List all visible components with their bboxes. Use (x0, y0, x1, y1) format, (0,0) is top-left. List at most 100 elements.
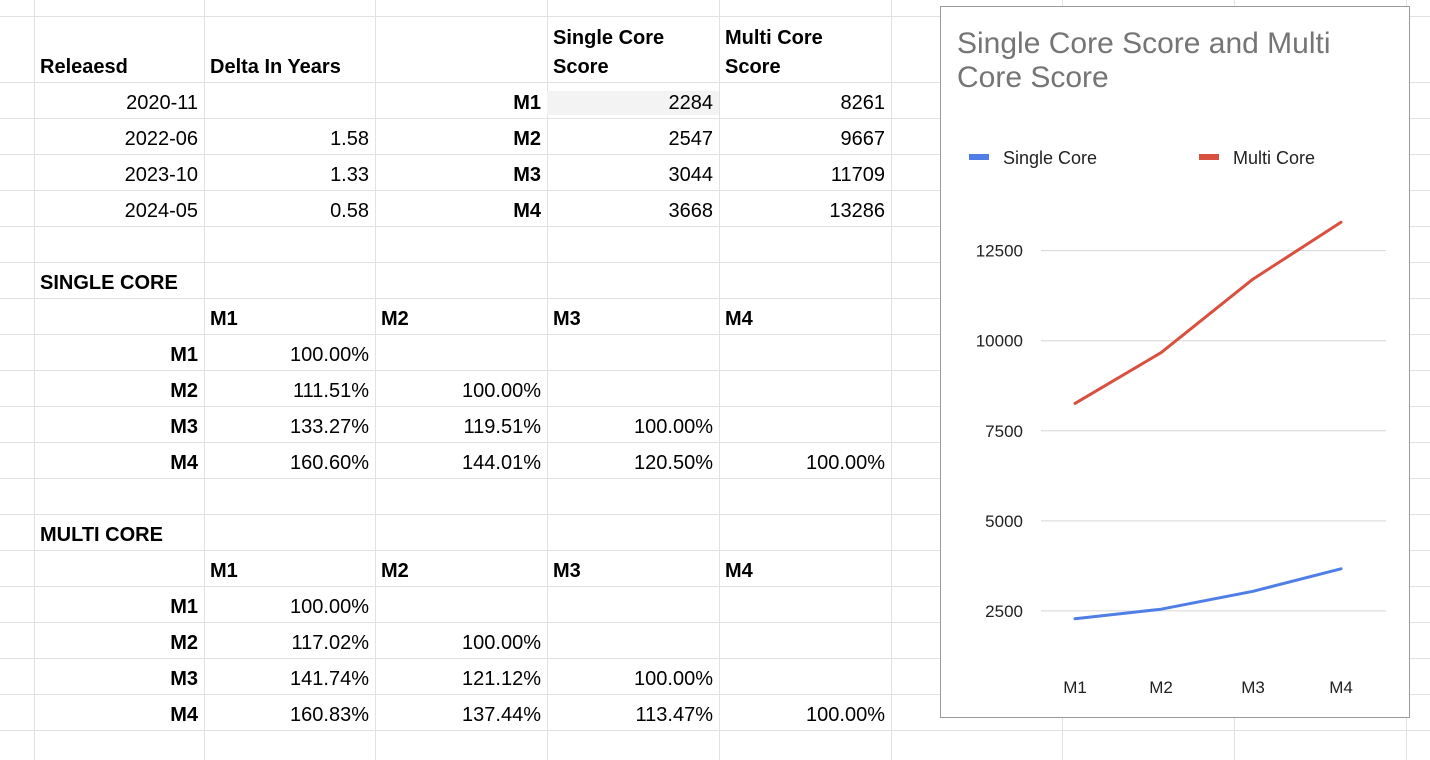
matrix-col-header[interactable]: M3 (553, 560, 581, 582)
y-tick-label: 5000 (985, 512, 1023, 531)
matrix-col-header[interactable]: M4 (725, 560, 753, 582)
header-multi-core-line1[interactable]: Multi Core (725, 27, 823, 49)
grid-row-line (0, 16, 1430, 17)
grid-row-line (0, 118, 1430, 119)
y-tick-label: 12500 (976, 242, 1023, 261)
cell-single-score[interactable]: 3044 (668, 164, 714, 186)
matrix-row-header[interactable]: M1 (170, 344, 198, 366)
grid-row-line (0, 262, 1430, 263)
matrix-col-header[interactable]: M3 (553, 308, 581, 330)
matrix-row-header[interactable]: M4 (170, 704, 198, 726)
grid-row-line (0, 622, 1430, 623)
cell-chip[interactable]: M4 (513, 200, 541, 222)
matrix-cell[interactable]: 100.00% (290, 344, 369, 366)
cell-single-score[interactable]: 2284 (547, 91, 719, 115)
grid-row-line (0, 442, 1430, 443)
header-single-core-line2[interactable]: Score (553, 56, 609, 78)
grid-row-line (0, 478, 1430, 479)
matrix-row-header[interactable]: M1 (170, 596, 198, 618)
grid-column-line (34, 0, 35, 760)
matrix-cell[interactable]: 100.00% (462, 380, 541, 402)
cell-chip[interactable]: M1 (513, 92, 541, 114)
grid-row-line (0, 406, 1430, 407)
line-chart[interactable]: Single Core Score and Multi Core Score S… (940, 6, 1410, 718)
cell-single-score[interactable]: 3668 (668, 200, 714, 222)
chart-plot: Single Core Multi Core 2500 5000 7500 10000 12… (969, 148, 1386, 697)
x-tick-label: M3 (1241, 678, 1265, 697)
matrix-cell[interactable]: 141.74% (290, 668, 369, 690)
x-tick-label: M4 (1329, 678, 1353, 697)
grid-row-line (0, 334, 1430, 335)
matrix-col-header[interactable]: M1 (210, 308, 238, 330)
grid-column-line (375, 0, 376, 760)
matrix-cell[interactable]: 100.00% (806, 452, 885, 474)
cell-delta[interactable]: 1.58 (330, 128, 369, 150)
matrix-col-header[interactable]: M2 (381, 560, 409, 582)
matrix-cell[interactable]: 121.12% (462, 668, 541, 690)
matrix-cell[interactable]: 100.00% (462, 632, 541, 654)
cell-multi-score[interactable]: 13286 (829, 200, 885, 222)
series-line-multi-core (1073, 220, 1343, 405)
matrix-cell[interactable]: 144.01% (462, 452, 541, 474)
matrix-cell[interactable]: 137.44% (462, 704, 541, 726)
cell-released[interactable]: 2022-06 (124, 128, 198, 150)
section-title[interactable]: MULTI CORE (40, 524, 163, 546)
matrix-row-header[interactable]: M2 (170, 632, 198, 654)
chart-title: Single Core Score and Multi Core Score (957, 27, 1331, 94)
matrix-cell[interactable]: 100.00% (634, 668, 713, 690)
matrix-cell[interactable]: 117.02% (291, 632, 369, 654)
grid-row-line (0, 514, 1430, 515)
matrix-cell[interactable]: 160.83% (290, 704, 369, 726)
cell-chip[interactable]: M3 (513, 164, 541, 186)
matrix-row-header[interactable]: M3 (170, 668, 198, 690)
matrix-row-header[interactable]: M4 (170, 452, 198, 474)
grid-row-line (0, 190, 1430, 191)
header-delta-years[interactable]: Delta In Years (210, 56, 341, 78)
matrix-row-header[interactable]: M3 (170, 416, 198, 438)
grid-row-line (0, 550, 1430, 551)
header-single-core-line1[interactable]: Single Core (553, 27, 665, 49)
grid-row-line (0, 730, 1430, 731)
matrix-cell[interactable]: 100.00% (290, 596, 369, 618)
matrix-cell[interactable]: 120.50% (634, 452, 713, 474)
section-title[interactable]: SINGLE CORE (40, 272, 178, 294)
grid-column-line (891, 0, 892, 760)
matrix-cell[interactable]: 133.27% (290, 416, 369, 438)
legend-swatch (1199, 154, 1219, 160)
grid-column-line (204, 0, 205, 760)
x-tick-label: M2 (1149, 678, 1173, 697)
cell-multi-score[interactable]: 8261 (840, 92, 886, 114)
cell-multi-score[interactable]: 11709 (830, 164, 885, 186)
matrix-col-header[interactable]: M2 (381, 308, 409, 330)
grid-row-line (0, 298, 1430, 299)
grid-column-line (719, 0, 720, 760)
matrix-col-header[interactable]: M4 (725, 308, 753, 330)
grid-row-line (0, 586, 1430, 587)
matrix-col-header[interactable]: M1 (210, 560, 238, 582)
cell-released[interactable]: 2023-10 (124, 164, 198, 186)
cell-chip[interactable]: M2 (513, 128, 541, 150)
legend-label: Single Core (1003, 148, 1097, 168)
cell-single-score[interactable]: 2547 (668, 128, 714, 150)
cell-released[interactable]: 2020-11 (126, 92, 198, 114)
cell-delta[interactable]: 1.33 (330, 164, 369, 186)
cell-released[interactable]: 2024-05 (124, 200, 198, 222)
matrix-cell[interactable]: 113.47% (635, 704, 713, 726)
matrix-cell[interactable]: 160.60% (290, 452, 369, 474)
header-multi-core-line2[interactable]: Score (725, 56, 781, 78)
grid-row-line (0, 694, 1430, 695)
legend-label: Multi Core (1233, 148, 1315, 168)
header-released[interactable]: Releaesd (40, 56, 128, 78)
matrix-cell[interactable]: 100.00% (634, 416, 713, 438)
matrix-row-header[interactable]: M2 (170, 380, 198, 402)
cell-multi-score[interactable]: 9667 (840, 128, 886, 150)
matrix-cell[interactable]: 119.51% (463, 416, 541, 438)
series-line-single-core (1073, 567, 1343, 621)
matrix-cell[interactable]: 100.00% (806, 704, 885, 726)
grid-row-line (0, 154, 1430, 155)
y-tick-label: 7500 (985, 422, 1023, 441)
cell-delta[interactable]: 0.58 (330, 200, 369, 222)
matrix-cell[interactable]: 111.51% (293, 380, 369, 402)
grid-column-line (547, 0, 548, 760)
